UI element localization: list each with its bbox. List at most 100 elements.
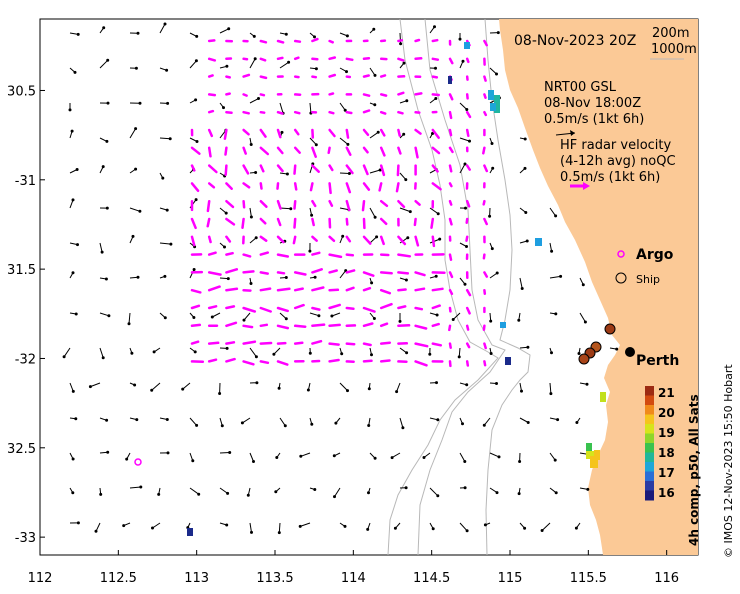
model-vector-head (524, 527, 526, 529)
model-vector-head (193, 317, 195, 319)
model-vector-head (399, 320, 401, 322)
colorbar-tick-label: 19 (658, 426, 675, 440)
model-vector-head (311, 214, 313, 216)
hf-vector (416, 93, 422, 94)
model-vector-head (373, 28, 375, 30)
model-vector-head (251, 531, 253, 533)
model-vector-head (139, 102, 141, 104)
hf-vector (209, 237, 210, 242)
hf-vector (398, 325, 409, 326)
hf-vector (226, 148, 227, 155)
model-vector-head (462, 423, 464, 425)
model-vector-head (342, 235, 344, 237)
model-vector-head (101, 251, 103, 253)
hf-vector (295, 112, 299, 113)
model-vector-head (347, 390, 349, 392)
model-vector-head (314, 276, 316, 278)
model-vector-head (285, 318, 287, 320)
hf-vector (364, 58, 369, 59)
hf-vector (347, 344, 354, 345)
hf-vector (278, 272, 284, 273)
model-vector-head (195, 99, 197, 101)
x-tick-label: 114 (341, 571, 366, 586)
hf-vector (312, 77, 315, 78)
model-vector-head (311, 423, 313, 425)
colorbar-swatch (645, 386, 654, 396)
model-vector-head (371, 282, 373, 284)
model-vector-head (331, 315, 333, 317)
model-vector-head (284, 425, 286, 427)
model-vector-head (195, 60, 197, 62)
hf-vector (244, 255, 251, 257)
model-vector-head (100, 493, 102, 495)
model-legend-line2: 08-Nov 18:00Z (544, 96, 641, 111)
model-vector-head (137, 276, 139, 278)
model-vector-head (137, 32, 139, 34)
model-vector-head (405, 487, 407, 489)
model-vector-head (435, 67, 437, 69)
colorbar-swatch (645, 434, 654, 444)
model-vector-head (465, 207, 467, 209)
model-vector-head (198, 493, 200, 495)
hf-vector (398, 166, 399, 175)
model-vector-head (314, 36, 316, 38)
model-vector-head (555, 215, 557, 217)
model-vector-head (74, 71, 76, 73)
credit-label: © IMOS 12-Nov-2023 15:50 Hobart (722, 364, 735, 558)
contour-1000m-label: 1000m (651, 42, 697, 57)
hf-vector (398, 40, 401, 41)
model-vector-head (71, 130, 73, 132)
hf-vector (330, 94, 333, 95)
model-vector-head (374, 104, 376, 106)
model-vector-head (300, 455, 302, 457)
model-vector-head (518, 319, 520, 321)
y-tick-label: -33 (15, 531, 36, 546)
model-vector-head (107, 102, 109, 104)
model-vector-head (254, 58, 256, 60)
model-vector-head (276, 457, 278, 459)
hf-vector (381, 343, 390, 344)
model-vector-head (72, 272, 74, 274)
hf-vector (209, 306, 216, 308)
hf-vector (330, 75, 335, 77)
radar-legend-line2: (4-12h avg) noQC (560, 154, 676, 169)
model-vector-head (341, 353, 343, 355)
model-vector-head (527, 346, 529, 348)
model-vector-head (492, 167, 494, 169)
model-vector-head (521, 288, 523, 290)
hf-vector (330, 112, 334, 113)
model-vector-head (490, 353, 492, 355)
x-tick-label: 113.5 (256, 571, 293, 586)
hf-vector (330, 58, 335, 59)
model-vector-head (391, 457, 393, 459)
model-vector-head (432, 528, 434, 530)
hf-vector (467, 201, 469, 206)
model-vector-head (102, 166, 104, 168)
model-vector-head (164, 317, 166, 319)
hf-vector (483, 148, 484, 154)
ship-label: Ship (636, 273, 660, 286)
model-vector-head (578, 353, 580, 355)
x-tick-label: 114.5 (413, 571, 450, 586)
model-vector-head (258, 98, 260, 100)
hf-vector (484, 326, 485, 330)
hf-vector (261, 183, 262, 188)
model-vector-head (69, 109, 71, 111)
model-vector-head (221, 425, 223, 427)
model-vector-head (491, 143, 493, 145)
model-vector-head (464, 487, 466, 489)
hf-vector (295, 77, 298, 78)
colorbar-swatch (645, 472, 654, 482)
hf-vector (209, 360, 216, 362)
hf-vector (278, 41, 283, 42)
hf-vector (243, 219, 244, 228)
model-vector-head (135, 128, 137, 130)
model-vector-head (229, 452, 231, 454)
hf-vector (484, 201, 485, 204)
model-vector-head (335, 422, 337, 424)
model-vector-head (170, 243, 172, 245)
perth-marker (625, 347, 635, 357)
hf-vector (381, 94, 386, 95)
model-vector-head (131, 352, 133, 354)
model-vector-head (586, 383, 588, 385)
